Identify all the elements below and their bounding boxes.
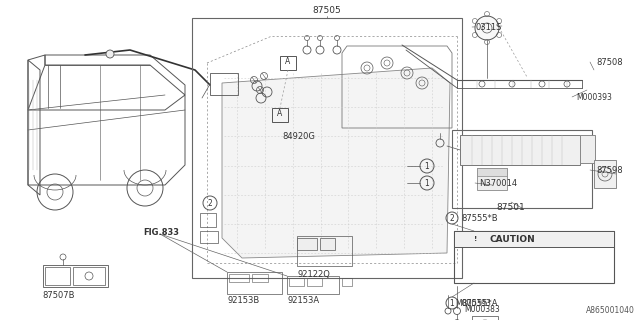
Bar xyxy=(43,265,108,287)
Text: M000393: M000393 xyxy=(576,92,612,101)
Text: 87555*A: 87555*A xyxy=(461,299,497,308)
Bar xyxy=(477,168,507,176)
Bar xyxy=(210,73,238,95)
Text: 0311S: 0311S xyxy=(476,22,502,31)
Bar xyxy=(297,236,352,266)
Bar xyxy=(477,168,507,190)
Text: 87501: 87501 xyxy=(497,203,525,212)
Bar xyxy=(320,238,335,250)
Text: CAUTION: CAUTION xyxy=(489,235,535,244)
Circle shape xyxy=(106,50,114,58)
Bar xyxy=(307,278,322,286)
Text: 92122Q: 92122Q xyxy=(297,270,330,279)
Bar xyxy=(454,231,614,283)
Bar xyxy=(252,274,268,282)
Polygon shape xyxy=(222,68,450,258)
Text: 2: 2 xyxy=(207,198,212,207)
Circle shape xyxy=(475,16,499,40)
Bar xyxy=(272,108,288,122)
Bar xyxy=(289,278,304,286)
Bar xyxy=(452,130,592,208)
Bar xyxy=(342,278,352,286)
Bar xyxy=(297,238,317,250)
Bar xyxy=(73,267,105,285)
Bar xyxy=(229,274,249,282)
Text: !: ! xyxy=(474,236,477,242)
Text: 87598: 87598 xyxy=(596,165,623,174)
Text: 1: 1 xyxy=(424,179,429,188)
Text: M000383: M000383 xyxy=(464,306,500,315)
Bar xyxy=(192,18,462,278)
Bar xyxy=(45,267,70,285)
Text: 1: 1 xyxy=(424,162,429,171)
Bar xyxy=(280,56,296,70)
Text: 87508: 87508 xyxy=(596,58,623,67)
Text: A: A xyxy=(285,57,291,66)
Bar xyxy=(454,231,614,247)
Text: 87507B: 87507B xyxy=(42,291,74,300)
Text: M000393: M000393 xyxy=(455,299,491,308)
Bar xyxy=(200,231,218,243)
Bar xyxy=(594,160,616,188)
Text: 92153A: 92153A xyxy=(287,296,319,305)
Text: A: A xyxy=(277,108,283,117)
Text: FIG.833: FIG.833 xyxy=(143,228,179,237)
Bar xyxy=(200,213,216,227)
Bar xyxy=(287,276,339,294)
Text: 84920G: 84920G xyxy=(282,132,315,140)
Bar xyxy=(227,272,282,294)
Text: 87555*B: 87555*B xyxy=(461,213,498,222)
Text: N370014: N370014 xyxy=(479,179,517,188)
Text: A865001040: A865001040 xyxy=(586,306,635,315)
Text: 1: 1 xyxy=(450,299,454,308)
Text: 87505: 87505 xyxy=(312,6,341,15)
Bar xyxy=(460,135,580,165)
Bar xyxy=(472,316,498,320)
Text: 2: 2 xyxy=(450,213,454,222)
Bar xyxy=(580,135,595,163)
Text: 92153B: 92153B xyxy=(227,296,259,305)
